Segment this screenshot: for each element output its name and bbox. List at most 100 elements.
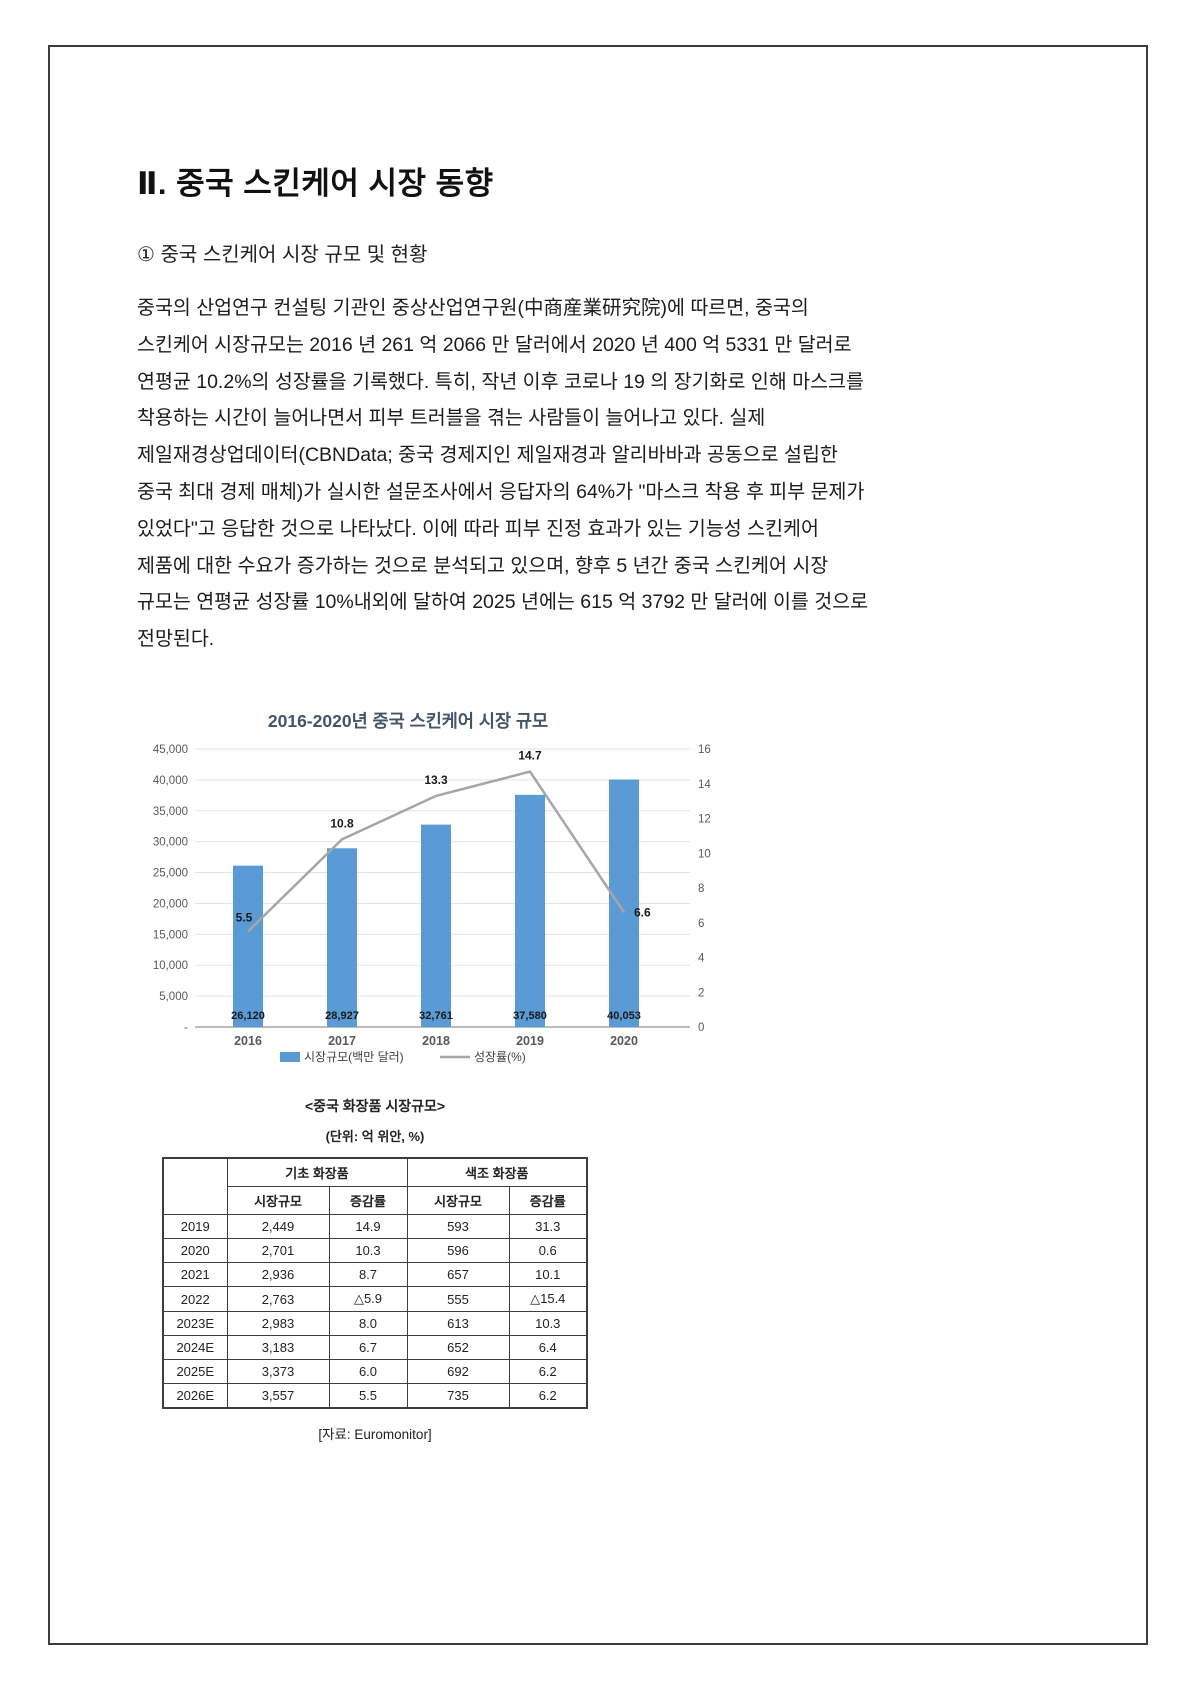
table-cell: 613 bbox=[406, 1311, 510, 1336]
left-axis-tick: 45,000 bbox=[153, 744, 188, 756]
x-axis-label: 2016 bbox=[234, 1034, 262, 1048]
legend-bar-label: 시장규모(백만 달러) bbox=[304, 1050, 404, 1064]
table-sub-header: 시장규모 bbox=[226, 1186, 330, 1215]
chart-legend: 시장규모(백만 달러) 성장률(%) bbox=[280, 1050, 526, 1064]
table-sub-header: 증감률 bbox=[328, 1186, 408, 1215]
x-axis-label: 2020 bbox=[610, 1034, 638, 1048]
table-colgroup-header: 색조 화장품 bbox=[406, 1157, 588, 1187]
chart-svg: 2016-2020년 중국 스킨케어 시장 규모 - 5,000 10,000 15,0… bbox=[153, 711, 712, 1064]
table-row: 2019 2,449 14.9 593 31.3 bbox=[162, 1214, 588, 1239]
line-value-label: 10.8 bbox=[330, 816, 354, 830]
line-value-label: 5.5 bbox=[236, 910, 253, 924]
table-cell: 6.2 bbox=[508, 1383, 588, 1409]
table-cell: 3,557 bbox=[226, 1383, 330, 1409]
right-axis-tick: 12 bbox=[698, 814, 711, 826]
left-axis-tick: 20,000 bbox=[153, 898, 188, 910]
table-cell: 3,183 bbox=[226, 1335, 330, 1360]
table-cell: 8.7 bbox=[328, 1262, 408, 1287]
table-row: 2020 2,701 10.3 596 0.6 bbox=[162, 1238, 588, 1263]
table-row: 2023E 2,983 8.0 613 10.3 bbox=[162, 1311, 588, 1336]
left-axis-tick: 15,000 bbox=[153, 929, 188, 941]
table-corner-cell bbox=[162, 1157, 228, 1215]
table-source-note: [자료: Euromonitor] bbox=[318, 1427, 432, 1442]
table-cell: △15.4 bbox=[508, 1286, 588, 1312]
table-cell: 31.3 bbox=[508, 1214, 588, 1239]
bar-2016 bbox=[233, 865, 263, 1027]
table-cell: 593 bbox=[406, 1214, 510, 1239]
bar-value-label: 28,927 bbox=[325, 1010, 359, 1022]
bar-value-label: 32,761 bbox=[419, 1010, 453, 1022]
table-cell: 6.7 bbox=[328, 1335, 408, 1360]
skincare-market-chart: 2016-2020년 중국 스킨케어 시장 규모 - 5,000 10,000 15,0… bbox=[140, 652, 720, 1072]
body-paragraph: 중국의 산업연구 컨설팅 기관인 중상산업연구원(中商産業研究院)에 따르면, … bbox=[137, 297, 869, 651]
table-row: 2026E 3,557 5.5 735 6.2 bbox=[162, 1383, 588, 1409]
x-axis-label: 2018 bbox=[422, 1034, 450, 1048]
left-axis-tick: 5,000 bbox=[159, 991, 188, 1003]
cosmetics-table-block: <중국 화장품 시장규모> (단위: 억 위안, %) 기초 화장품 색조 화장품… bbox=[160, 1096, 590, 1443]
table-unit-note: (단위: 억 위안, %) bbox=[325, 1129, 425, 1144]
table-cell: 2,763 bbox=[226, 1286, 330, 1312]
table-cell: 735 bbox=[406, 1383, 510, 1409]
table-cell: 555 bbox=[406, 1286, 510, 1312]
table-year-cell: 2019 bbox=[162, 1214, 228, 1239]
table-cell: 6.4 bbox=[508, 1335, 588, 1360]
left-axis-tick: 10,000 bbox=[153, 960, 188, 972]
table-year-cell: 2024E bbox=[162, 1335, 228, 1360]
subsection-title: ① 중국 스킨케어 시장 규모 및 현황 bbox=[137, 244, 428, 266]
table-cell: 6.2 bbox=[508, 1359, 588, 1384]
left-axis-tick: 25,000 bbox=[153, 868, 188, 880]
line-value-label: 6.6 bbox=[634, 905, 651, 919]
chart-title: 2016-2020년 중국 스킨케어 시장 규모 bbox=[268, 711, 548, 731]
table-cell: 2,983 bbox=[226, 1311, 330, 1336]
table-caption: <중국 화장품 시장규모> bbox=[304, 1098, 446, 1114]
growth-line bbox=[247, 770, 626, 933]
table-year-cell: 2021 bbox=[162, 1262, 228, 1287]
right-axis-tick: 2 bbox=[698, 987, 704, 999]
left-axis-tick: - bbox=[184, 1022, 188, 1034]
table-cell: 2,936 bbox=[226, 1262, 330, 1287]
right-axis-tick: 0 bbox=[698, 1022, 704, 1034]
legend-line-label: 성장률(%) bbox=[474, 1050, 526, 1064]
line-value-label: 14.7 bbox=[518, 749, 542, 763]
table-sub-header: 시장규모 bbox=[406, 1186, 510, 1215]
bar-value-label: 26,120 bbox=[231, 1010, 265, 1022]
table-cell: 5.5 bbox=[328, 1383, 408, 1409]
table-cell: 2,449 bbox=[226, 1214, 330, 1239]
chart-gridlines bbox=[195, 748, 690, 1028]
right-axis-tick: 8 bbox=[698, 883, 704, 895]
bar-2018 bbox=[421, 824, 451, 1027]
table-cell: 8.0 bbox=[328, 1311, 408, 1336]
table-cell: 692 bbox=[406, 1359, 510, 1384]
bar-series: 26,120 28,927 32,761 37,580 40,053 bbox=[231, 779, 641, 1027]
left-axis-tick: 40,000 bbox=[153, 775, 188, 787]
x-axis-label: 2017 bbox=[328, 1034, 356, 1048]
left-axis-tick: 30,000 bbox=[153, 837, 188, 849]
table-colgroup-header: 기초 화장품 bbox=[226, 1157, 408, 1187]
table-row: 2021 2,936 8.7 657 10.1 bbox=[162, 1262, 588, 1287]
right-axis-tick: 6 bbox=[698, 918, 704, 930]
table-year-cell: 2023E bbox=[162, 1311, 228, 1336]
cosmetics-market-table: 기초 화장품 색조 화장품 시장규모 증감률 시장규모 증감률 2019 2,449 14.9 5… bbox=[162, 1157, 588, 1409]
table-cell: △5.9 bbox=[328, 1286, 408, 1312]
table-sub-header: 증감률 bbox=[508, 1186, 588, 1215]
right-axis-tick: 16 bbox=[698, 744, 711, 756]
table-row: 2025E 3,373 6.0 692 6.2 bbox=[162, 1359, 588, 1384]
table-year-cell: 2022 bbox=[162, 1286, 228, 1312]
table-cell: 657 bbox=[406, 1262, 510, 1287]
table-cell: 596 bbox=[406, 1238, 510, 1263]
bar-2017 bbox=[327, 848, 357, 1027]
table-row: 2024E 3,183 6.7 652 6.4 bbox=[162, 1335, 588, 1360]
table-year-cell: 2025E bbox=[162, 1359, 228, 1384]
right-axis-tick: 10 bbox=[698, 848, 711, 860]
legend-bar-swatch bbox=[280, 1052, 300, 1062]
table-cell: 0.6 bbox=[508, 1238, 588, 1263]
bar-2019 bbox=[515, 794, 545, 1027]
right-axis-tick: 4 bbox=[698, 953, 705, 965]
table-cell: 10.1 bbox=[508, 1262, 588, 1287]
table-year-cell: 2020 bbox=[162, 1238, 228, 1263]
table-cell: 2,701 bbox=[226, 1238, 330, 1263]
table-cell: 652 bbox=[406, 1335, 510, 1360]
bar-2020 bbox=[609, 779, 639, 1027]
line-value-label: 13.3 bbox=[424, 773, 448, 787]
